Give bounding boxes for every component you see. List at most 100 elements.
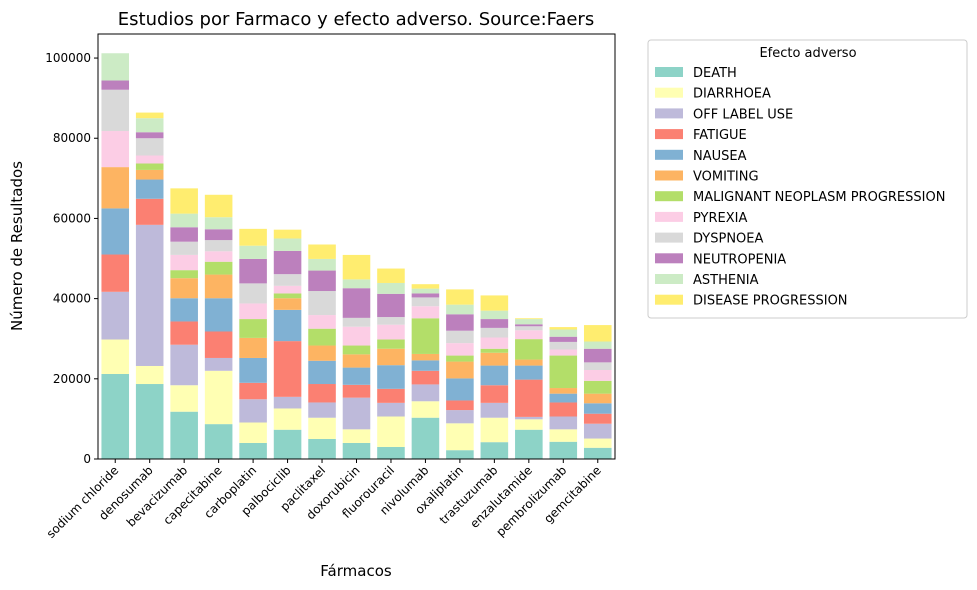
legend-swatch bbox=[655, 191, 683, 202]
legend-label: DIARRHOEA bbox=[693, 87, 771, 102]
bar-segment bbox=[239, 303, 267, 320]
bar-segment bbox=[583, 447, 612, 459]
bar-segment bbox=[204, 424, 233, 459]
bar-segment bbox=[308, 244, 336, 259]
bar-segment bbox=[342, 345, 371, 355]
bar-segment bbox=[377, 293, 405, 318]
bar-segment bbox=[549, 429, 578, 442]
bar-segment bbox=[480, 417, 509, 443]
bar-segment bbox=[170, 227, 198, 242]
bar-segment bbox=[549, 393, 578, 403]
bar-segment bbox=[239, 442, 267, 459]
bar-segment bbox=[515, 416, 543, 420]
bar-segment bbox=[515, 339, 543, 360]
bar-segment bbox=[170, 411, 198, 459]
bar-segment bbox=[135, 138, 164, 156]
bar-segment bbox=[480, 385, 509, 403]
legend-label: NAUSEA bbox=[693, 149, 747, 164]
bar-segment bbox=[308, 417, 336, 439]
bar-segment bbox=[549, 336, 578, 342]
bar-segment bbox=[583, 362, 612, 370]
bar-segment bbox=[480, 402, 509, 418]
bar-segment bbox=[411, 417, 440, 459]
legend-label: ASTHENIA bbox=[693, 273, 759, 288]
bar-segment bbox=[549, 327, 578, 330]
x-axis: sodium chloridedenosumabbevacizumabcapec… bbox=[44, 459, 604, 541]
bar-segment bbox=[377, 446, 405, 459]
bar-segment bbox=[583, 325, 612, 342]
bar-segment bbox=[342, 326, 371, 346]
bar-segment bbox=[583, 348, 612, 363]
bar-segment bbox=[204, 357, 233, 371]
bar-segment bbox=[342, 254, 371, 280]
legend-label: NEUTROPENIA bbox=[693, 252, 786, 267]
legend-swatch bbox=[655, 294, 683, 305]
y-tick-label: 100000 bbox=[45, 51, 91, 65]
bar-segment bbox=[515, 359, 543, 366]
bar-segment bbox=[170, 344, 198, 386]
bar-segment bbox=[515, 365, 543, 380]
bar-segment bbox=[342, 317, 371, 327]
bar-segment bbox=[446, 330, 474, 344]
y-tick-label: 0 bbox=[83, 452, 91, 466]
y-tick-label: 20000 bbox=[53, 372, 91, 386]
bar-segment bbox=[583, 380, 612, 394]
bar-segment bbox=[515, 330, 543, 340]
bar-segment bbox=[273, 229, 302, 239]
y-axis-label: Número de Resultados bbox=[8, 161, 26, 331]
legend-box bbox=[647, 39, 968, 319]
bar-segment bbox=[204, 370, 233, 425]
bar-segment bbox=[308, 258, 336, 271]
bar-segment bbox=[515, 419, 543, 430]
bar-segment bbox=[308, 328, 336, 346]
legend-swatch bbox=[655, 170, 683, 181]
legend-label: OFF LABEL USE bbox=[693, 107, 793, 122]
bar-segment bbox=[480, 327, 509, 338]
bar-segment bbox=[480, 352, 509, 366]
bar-segment bbox=[342, 288, 371, 318]
bar-segment bbox=[549, 349, 578, 356]
bar-segment bbox=[239, 228, 267, 246]
bar-segment bbox=[411, 293, 440, 298]
legend-label: PYREXIA bbox=[693, 211, 747, 226]
bar-segment bbox=[170, 213, 198, 228]
bar-segment bbox=[273, 396, 302, 409]
bar-segment bbox=[101, 131, 130, 168]
bar-segment bbox=[101, 339, 130, 374]
bar-segment bbox=[204, 331, 233, 358]
bar-segment bbox=[101, 208, 130, 255]
bar-segment bbox=[273, 341, 302, 397]
bar-segment bbox=[135, 365, 164, 385]
bar-segment bbox=[273, 293, 302, 299]
bar-segment bbox=[411, 297, 440, 307]
bar-segment bbox=[446, 314, 474, 331]
bar-segment bbox=[135, 155, 164, 164]
bar-segment bbox=[101, 291, 130, 340]
bar-segment bbox=[101, 374, 130, 459]
bar-segment bbox=[308, 438, 336, 459]
bar-segment bbox=[308, 291, 336, 316]
bar-segment bbox=[377, 416, 405, 447]
bar-segment bbox=[446, 423, 474, 451]
bar-segment bbox=[549, 416, 578, 430]
legend-swatch bbox=[655, 274, 683, 284]
bar-segment bbox=[583, 393, 612, 404]
bar-segment bbox=[239, 258, 267, 284]
bar-segment bbox=[204, 217, 233, 230]
bar-segment bbox=[308, 402, 336, 418]
legend-swatch bbox=[655, 129, 683, 140]
bar-segment bbox=[308, 360, 336, 385]
bar-segment bbox=[308, 384, 336, 403]
bar-segment bbox=[549, 402, 578, 417]
bar-segment bbox=[480, 337, 509, 349]
bar-segment bbox=[273, 429, 302, 459]
bar-segment bbox=[377, 339, 405, 349]
bar-segment bbox=[239, 382, 267, 400]
bar-segment bbox=[170, 254, 198, 271]
bar-segment bbox=[583, 369, 612, 381]
bar-segment bbox=[239, 319, 267, 338]
bar-segment bbox=[549, 329, 578, 337]
bar-segment bbox=[480, 310, 509, 320]
bars-group bbox=[101, 53, 612, 459]
bar-segment bbox=[170, 321, 198, 345]
